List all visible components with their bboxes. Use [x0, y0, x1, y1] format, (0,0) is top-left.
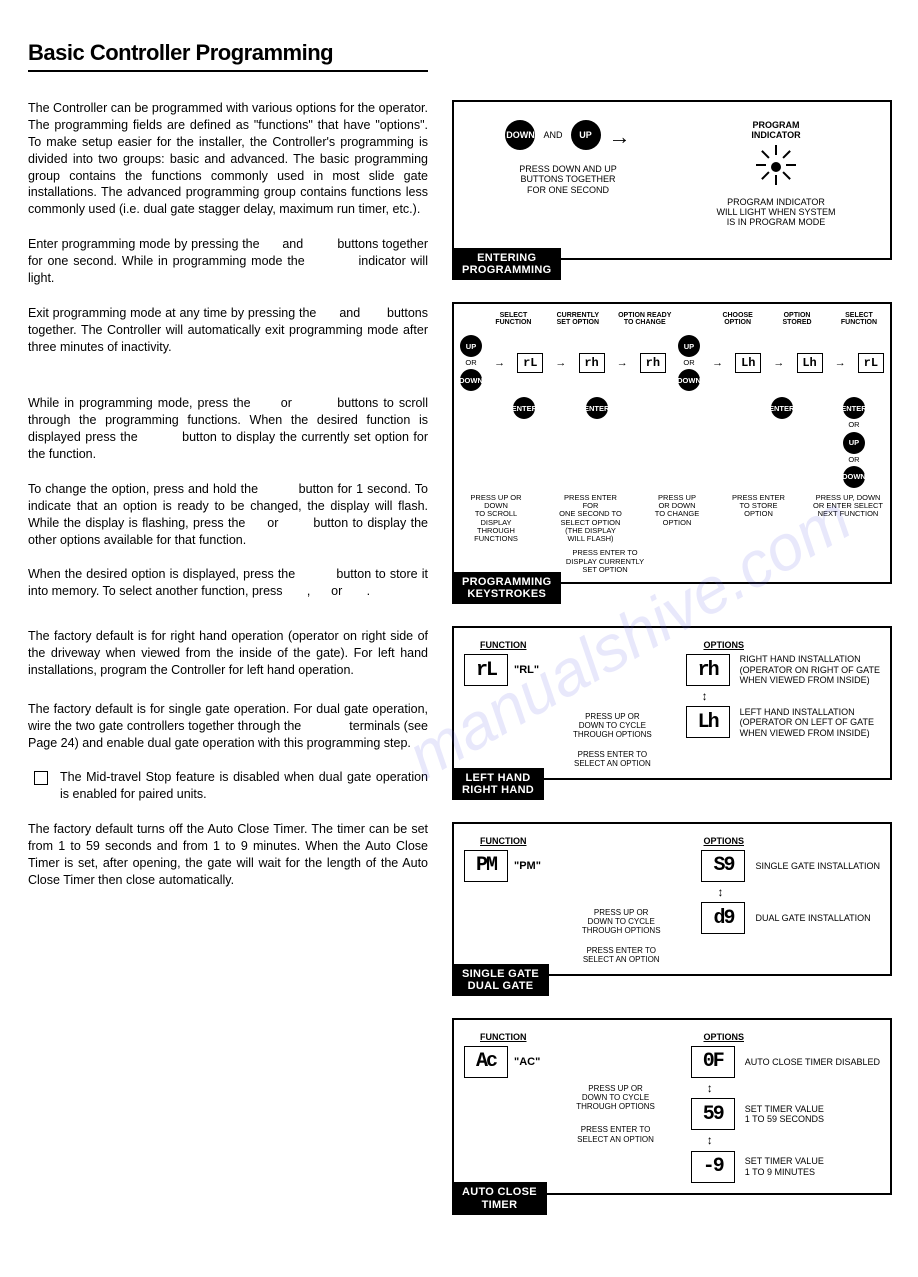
function-name: "RL" — [514, 664, 539, 676]
note-midtravel: The Mid-travel Stop feature is disabled … — [28, 769, 428, 803]
page-title: Basic Controller Programming — [28, 40, 428, 72]
seg7-display: Lh — [735, 353, 761, 373]
para-intro: The Controller can be programmed with va… — [28, 100, 428, 218]
enter-button-icon: ENTER — [843, 397, 865, 419]
seg7-option-code: Lh — [686, 706, 730, 738]
option-text: SET TIMER VALUE 1 TO 59 SECONDS — [745, 1104, 824, 1125]
down-button-icon: DOWN — [505, 120, 535, 150]
d2-h4: CHOOSE OPTION — [715, 312, 760, 326]
d2-cap2b: PRESS ENTER TO DISPLAY CURRENTLY SET OPT… — [540, 549, 670, 574]
diagram4-label: SINGLE GATE DUAL GATE — [452, 964, 549, 996]
enter-button-icon: ENTER — [513, 397, 535, 419]
para-store-option: When the desired option is displayed, pr… — [28, 566, 428, 600]
para-right-hand-default: The factory default is for right hand op… — [28, 628, 428, 679]
or-label: OR — [848, 456, 859, 464]
d1-right-caption: PROGRAM INDICATOR WILL LIGHT WHEN SYSTEM… — [682, 197, 869, 228]
diagram3-label: LEFT HAND RIGHT HAND — [452, 768, 544, 800]
enter-button-icon: ENTER — [586, 397, 608, 419]
d3-mid2: PRESS ENTER TO SELECT AN OPTION — [574, 750, 651, 768]
program-indicator-icon — [756, 147, 796, 187]
left-column: The Controller can be programmed with va… — [28, 100, 428, 1237]
option-text: SET TIMER VALUE 1 TO 9 MINUTES — [745, 1156, 824, 1177]
seg7-option-code: 59 — [691, 1098, 735, 1130]
enter-button-icon: ENTER — [771, 397, 793, 419]
program-indicator-title: PROGRAM INDICATOR — [682, 120, 869, 141]
checkbox-icon — [34, 771, 48, 785]
d2-h2: CURRENTLY SET OPTION — [553, 312, 603, 326]
seg7-function-code: Ac — [464, 1046, 508, 1078]
function-header: FUNCTION — [480, 836, 527, 846]
d5-mid2: PRESS ENTER TO SELECT AN OPTION — [577, 1125, 654, 1143]
down-button-icon: DOWN — [843, 466, 865, 488]
option-text: AUTO CLOSE TIMER DISABLED — [745, 1057, 880, 1067]
options-header: OPTIONS — [703, 640, 744, 650]
seg7-option-code: S9 — [701, 850, 745, 882]
option-text: SINGLE GATE INSTALLATION — [755, 861, 880, 871]
function-header: FUNCTION — [480, 640, 527, 650]
d2-h3: OPTION READY TO CHANGE — [617, 312, 672, 326]
up-button-icon: UP — [678, 335, 700, 357]
seg7-display: rh — [579, 353, 605, 373]
d2-cap1: PRESS UP OR DOWN TO SCROLL DISPLAY THROU… — [460, 494, 532, 544]
or-label: OR — [683, 359, 694, 367]
function-header: FUNCTION — [480, 1032, 527, 1042]
seg7-option-code: 0F — [691, 1046, 735, 1078]
arrow-right-icon: → — [609, 124, 631, 150]
option-text: RIGHT HAND INSTALLATION (OPERATOR ON RIG… — [740, 654, 880, 685]
para-enter-mode: Enter programming mode by pressing the a… — [28, 236, 428, 287]
d2-cap2: PRESS ENTER FOR ONE SECOND TO SELECT OPT… — [556, 494, 626, 544]
para-auto-close-default: The factory default turns off the Auto C… — [28, 821, 428, 889]
d2-h1: SELECT FUNCTION — [488, 312, 538, 326]
up-button-icon: UP — [571, 120, 601, 150]
or-label: OR — [848, 421, 859, 429]
seg7-option-code: rh — [686, 654, 730, 686]
d4-mid1: PRESS UP OR DOWN TO CYCLE THROUGH OPTION… — [582, 908, 661, 936]
down-button-icon: DOWN — [678, 369, 700, 391]
diagram-entering-programming: DOWN AND UP → PRESS DOWN AND UP BUTTONS … — [452, 100, 892, 260]
right-column: DOWN AND UP → PRESS DOWN AND UP BUTTONS … — [452, 100, 892, 1237]
seg7-function-code: rL — [464, 654, 508, 686]
d3-mid1: PRESS UP OR DOWN TO CYCLE THROUGH OPTION… — [573, 712, 652, 740]
para-scroll: While in programming mode, press the or … — [28, 395, 428, 463]
seg7-display: rh — [640, 353, 666, 373]
function-name: "AC" — [514, 1056, 540, 1068]
up-button-icon: UP — [843, 432, 865, 454]
seg7-option-code: d9 — [701, 902, 745, 934]
para-change-option: To change the option, press and hold the… — [28, 481, 428, 549]
diagram-programming-keystrokes: SELECT FUNCTION CURRENTLY SET OPTION OPT… — [452, 302, 892, 584]
function-name: "PM" — [514, 860, 541, 872]
diagram-single-dual-gate: FUNCTION OPTIONS PM "PM" PRESS UP OR DOW… — [452, 822, 892, 976]
d2-h6: SELECT FUNCTION — [834, 312, 884, 326]
d2-cap5: PRESS UP, DOWN OR ENTER SELECT NEXT FUNC… — [812, 494, 884, 519]
para-exit-mode: Exit programming mode at any time by pre… — [28, 305, 428, 356]
d2-cap3: PRESS UP OR DOWN TO CHANGE OPTION — [649, 494, 705, 527]
seg7-display: rL — [517, 353, 543, 373]
diagram-left-right-hand: FUNCTION OPTIONS rL "RL" PRESS UP OR DOW… — [452, 626, 892, 780]
or-label: OR — [465, 359, 476, 367]
d5-mid1: PRESS UP OR DOWN TO CYCLE THROUGH OPTION… — [576, 1084, 655, 1112]
d4-mid2: PRESS ENTER TO SELECT AN OPTION — [583, 946, 660, 964]
d2-h5: OPTION STORED — [775, 312, 820, 326]
option-text: DUAL GATE INSTALLATION — [755, 913, 870, 923]
seg7-function-code: PM — [464, 850, 508, 882]
option-text: LEFT HAND INSTALLATION (OPERATOR ON LEFT… — [740, 707, 874, 738]
seg7-display: rL — [858, 353, 884, 373]
down-button-icon: DOWN — [460, 369, 482, 391]
and-label: AND — [543, 130, 562, 140]
content-columns: The Controller can be programmed with va… — [28, 100, 890, 1237]
diagram1-label: ENTERING PROGRAMMING — [452, 248, 561, 280]
d1-left-caption: PRESS DOWN AND UP BUTTONS TOGETHER FOR O… — [474, 164, 661, 195]
note-text: The Mid-travel Stop feature is disabled … — [60, 769, 428, 803]
seg7-display: Lh — [797, 353, 823, 373]
up-button-icon: UP — [460, 335, 482, 357]
options-header: OPTIONS — [703, 836, 744, 846]
diagram-auto-close-timer: FUNCTION OPTIONS Ac "AC" PRESS UP OR DOW… — [452, 1018, 892, 1195]
options-header: OPTIONS — [703, 1032, 744, 1042]
para-single-gate-default: The factory default is for single gate o… — [28, 701, 428, 752]
d2-cap4: PRESS ENTER TO STORE OPTION — [729, 494, 789, 519]
diagram5-label: AUTO CLOSE TIMER — [452, 1182, 547, 1214]
seg7-option-code: -9 — [691, 1151, 735, 1183]
diagram2-label: PROGRAMMING KEYSTROKES — [452, 572, 561, 604]
